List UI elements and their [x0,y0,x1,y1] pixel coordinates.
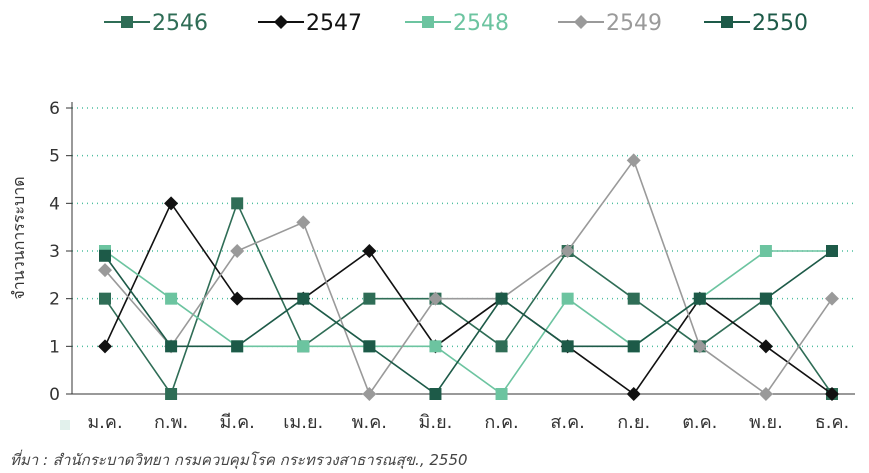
x-tick-label: พ.ย. [749,412,783,433]
data-point [165,292,178,305]
data-point [826,245,838,257]
data-point [759,245,772,257]
y-tick-label: 4 [49,194,60,214]
legend-label: 2546 [152,11,208,36]
series-line-2549 [104,158,833,396]
legend-label: 2549 [606,11,662,36]
data-point [230,244,245,258]
grid [72,107,855,348]
x-tick-label: ต.ค. [682,412,717,433]
data-point [495,388,508,400]
data-point [98,339,112,354]
data-point [758,387,773,401]
legend-item-2550: 2550 [704,11,808,36]
line-chart: 2546 2547 2548 2549 2550 0 1 2 3 4 5 6 ม.ค. ก.พ. มี.… [9,11,855,433]
legend-marker [721,16,733,28]
legend-label: 2547 [306,11,362,36]
data-point [560,244,575,258]
data-point [759,292,772,305]
data-point [99,249,111,262]
x-tick-label: ก.พ. [154,412,188,433]
axis-corner-marker [60,420,70,430]
legend-marker [422,16,434,28]
data-point [297,340,310,353]
x-tick-label: ก.ค. [484,412,518,433]
data-point [165,388,178,400]
x-tick-label: ก.ย. [617,412,650,433]
y-tick-label: 0 [49,385,60,405]
data-point [825,387,839,401]
x-tick-label: เม.ย. [283,412,323,433]
data-point [362,244,377,258]
data-point [98,263,112,278]
data-point [230,291,245,306]
legend: 2546 2547 2548 2549 2550 [104,11,808,36]
legend-item-2549: 2549 [558,11,662,36]
x-tick-label: พ.ค. [352,412,387,433]
data-point [626,387,641,401]
data-point [429,388,442,400]
data-point [99,292,111,305]
data-point [758,339,773,354]
x-tick-label: มี.ค. [220,412,255,433]
legend-marker [274,15,288,29]
y-tick-label: 6 [49,99,60,119]
data-point [164,196,179,211]
y-tick-label: 1 [49,337,60,357]
legend-item-2548: 2548 [405,11,509,36]
data-point [561,340,574,353]
data-point [231,340,244,353]
legend-marker [574,15,588,29]
y-tick-label: 2 [49,290,60,310]
data-point [825,291,839,306]
data-point [428,291,443,306]
x-tick-label: ส.ค. [550,412,584,433]
y-tick-label: 5 [49,147,60,167]
legend-item-2547: 2547 [258,11,362,36]
data-point [627,292,640,305]
data-point [363,292,376,305]
data-point [297,292,310,305]
y-tick-label: 3 [49,242,60,262]
series-line-2547 [104,201,833,396]
series-2550 [99,245,838,400]
x-tick-label: มิ.ย. [419,412,453,433]
y-axis-label: จำนวนการระบาด [9,176,28,299]
x-tick-label: ธ.ค. [815,412,849,433]
data-point [165,340,178,353]
data-point [362,387,377,401]
series-2549 [98,153,839,401]
legend-item-2546: 2546 [104,11,208,36]
series-group [98,153,839,401]
data-point [429,340,442,353]
legend-label: 2548 [453,11,509,36]
series-line-2550 [104,250,833,396]
legend-label: 2550 [752,11,808,36]
data-point [627,340,640,353]
data-point [363,340,376,353]
data-point [495,292,508,305]
data-point [693,292,706,305]
data-point [231,197,244,210]
x-axis: ม.ค. ก.พ. มี.ค. เม.ย. พ.ค. มิ.ย. ก.ค. ส.ค. ก.ย. ต… [60,412,849,433]
series-line-2548 [104,250,832,396]
data-point [495,340,508,353]
data-point [626,153,641,168]
legend-marker [121,16,133,28]
source-note: ที่มา : สำนักระบาดวิทยา กรมควบคุมโรค กระ… [10,451,468,469]
x-tick-label: ม.ค. [87,412,122,433]
data-point [561,292,574,305]
data-point [692,339,707,354]
y-axis: 0 1 2 3 4 5 6 [49,99,855,405]
data-point [296,215,311,230]
